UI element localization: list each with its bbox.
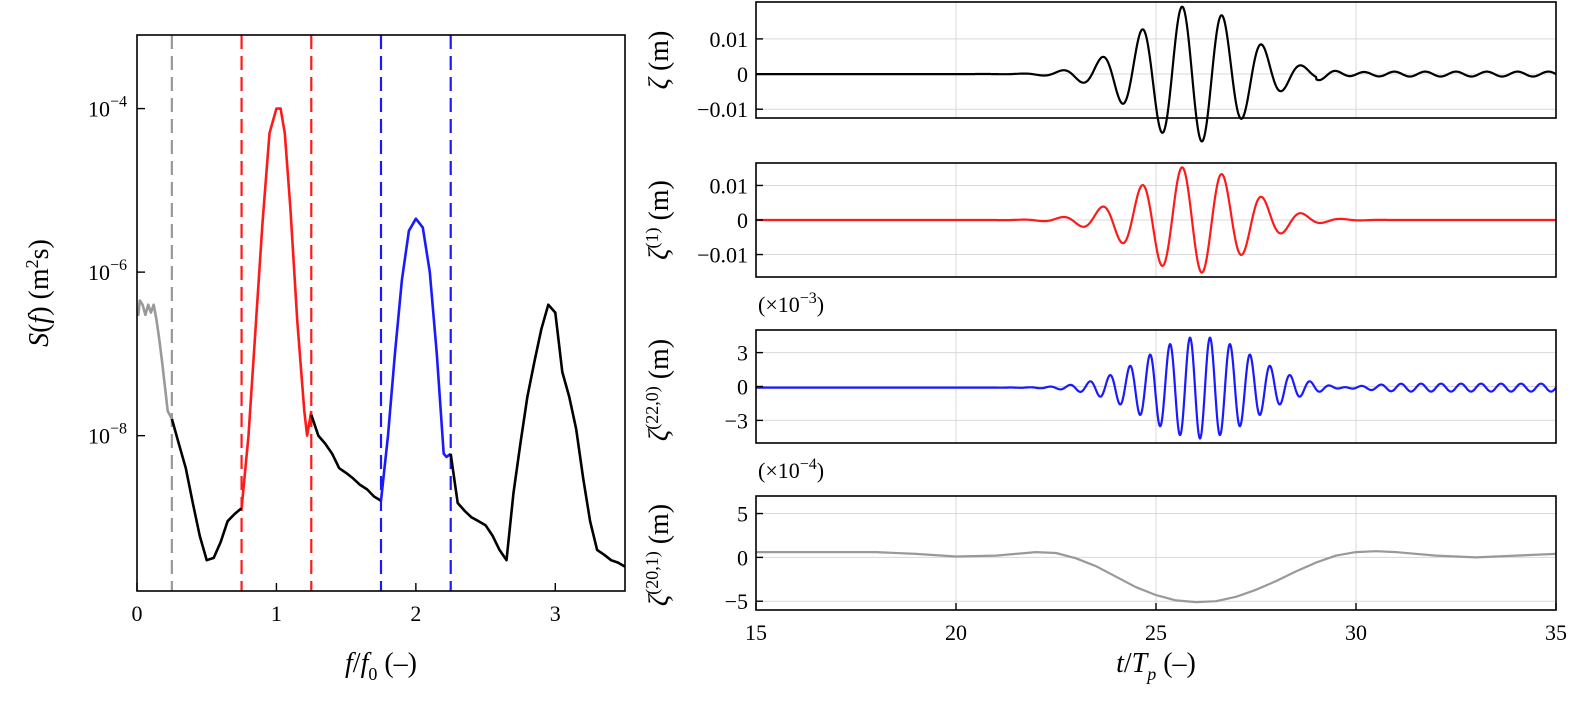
time-x-tick-label: 25 (1145, 620, 1167, 645)
second-order-diff-multiplier: (×10−4) (758, 456, 824, 483)
p1-series-line (755, 5, 1557, 143)
time-x-axis-label: t/Tp (–) (1116, 648, 1196, 684)
total-elevation-y-ticks: 0.01 0 −0.01 (697, 27, 763, 122)
time-x-tick-label: 20 (945, 620, 967, 645)
second-order-sum-multiplier: (×10−3) (758, 290, 824, 317)
spectrum-x-tick-label: 1 (271, 601, 282, 626)
spectrum-y-axis-label: S(f) (m2s) (22, 239, 55, 347)
spectrum-plot-area (137, 35, 626, 591)
spectrum-series-4 (379, 217, 452, 501)
spectrum-panel: 0 1 2 3 10−4 10−6 10−8 S(f) (m2s) f/f0 (–) (22, 34, 626, 684)
y-tick-label: 0 (737, 375, 748, 400)
time-x-tick-label: 30 (1345, 620, 1367, 645)
total-elevation-y-axis-label: ζ (m) (644, 31, 675, 90)
linear-elevation-y-ticks: 0.01 0 −0.01 (697, 173, 763, 268)
spectrum-y-tick-label: 10−6 (88, 257, 127, 285)
spectrum-axes-frame (136, 34, 626, 592)
y-tick-label: 0 (737, 545, 748, 570)
spectrum-x-tick-label: 2 (410, 601, 421, 626)
spectrum-y-tick-label: 10−8 (88, 421, 127, 449)
p3-series-line (755, 336, 1557, 440)
spectrum-x-tick-label: 3 (550, 601, 561, 626)
y-tick-label: 3 (737, 341, 748, 366)
y-tick-label: 5 (737, 502, 748, 527)
y-tick-label: −0.01 (697, 97, 748, 122)
total-elevation-panel: 0.01 0 −0.01 ζ (m) (644, 1, 1557, 143)
second-order-diff-x-ticks: 15 20 25 30 35 (745, 603, 1567, 645)
linear-elevation-panel: 0.01 0 −0.01 ζ(1) (m) (642, 162, 1557, 278)
second-order-sum-y-axis-label: ζ(22,0) (m) (642, 339, 675, 441)
second-order-diff-plot-area (756, 496, 1557, 610)
second-order-diff-panel: (×10−4) 15 20 25 30 35 5 0 −5 ζ(20,1) (m) t/Tp… (642, 456, 1567, 684)
total-elevation-axes-frame (755, 1, 1557, 119)
spectrum-series-1 (170, 418, 243, 562)
second-order-sum-plot-area (755, 330, 1557, 443)
spectrum-series-0 (137, 299, 174, 420)
spectrum-series-3 (310, 414, 382, 502)
y-tick-label: −0.01 (697, 243, 748, 268)
y-tick-label: 0 (737, 62, 748, 87)
y-tick-label: −5 (725, 589, 748, 614)
y-tick-label: 0 (737, 208, 748, 233)
spectrum-series-2 (240, 107, 313, 509)
spectrum-x-ticks: 0 1 2 3 (132, 583, 561, 626)
spectrum-y-tick-label: 10−4 (88, 94, 127, 122)
y-tick-label: 0.01 (710, 173, 749, 198)
second-order-sum-panel: (×10−3) 3 0 −3 ζ(22,0) (m) (642, 290, 1557, 444)
total-elevation-plot-area (755, 2, 1557, 143)
y-tick-label: −3 (725, 408, 748, 433)
second-order-diff-y-ticks: 5 0 −5 (725, 502, 763, 614)
spectrum-series-5 (449, 303, 626, 568)
linear-elevation-y-axis-label: ζ(1) (m) (642, 180, 675, 260)
y-tick-label: 0.01 (710, 27, 749, 52)
time-x-tick-label: 15 (745, 620, 767, 645)
linear-elevation-plot-area (755, 163, 1557, 277)
second-order-diff-y-axis-label: ζ(20,1) (m) (642, 504, 675, 606)
spectrum-x-axis-label: f/f0 (–) (345, 648, 417, 684)
spectrum-x-tick-label: 0 (132, 601, 143, 626)
p2-series-line (755, 166, 1557, 274)
second-order-sum-y-ticks: 3 0 −3 (725, 341, 763, 433)
spectrum-y-ticks: 10−4 10−6 10−8 (88, 94, 145, 449)
p4-series-line (756, 550, 1557, 604)
time-x-tick-label: 35 (1545, 620, 1567, 645)
